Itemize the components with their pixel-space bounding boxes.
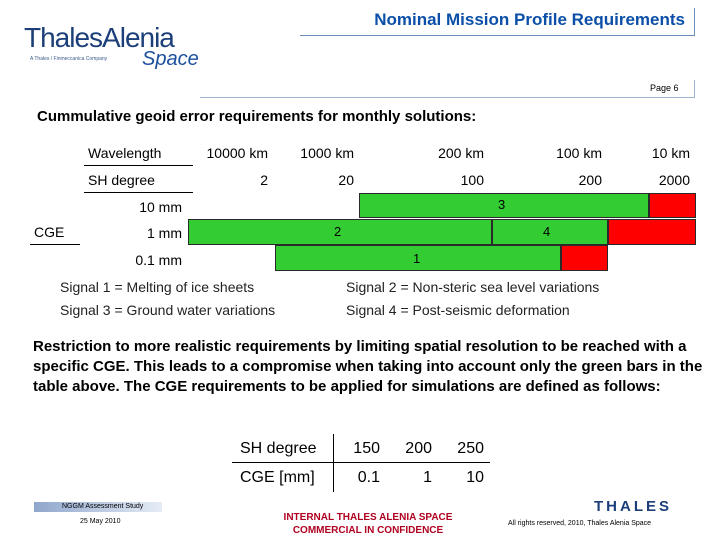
sh-value: 200	[405, 440, 432, 457]
bar-red-0-1mm	[561, 245, 608, 271]
footer-study: NGGM Assessment Study	[62, 503, 144, 510]
bar-label-2: 2	[334, 224, 342, 239]
signal-1-legend: Signal 1 = Melting of ice sheets	[60, 279, 255, 295]
sh-degree-cell: 20	[338, 172, 354, 188]
footer-classification: INTERNAL THALES ALENIA SPACE COMMERCIAL …	[250, 511, 486, 537]
cge-value: 10	[466, 469, 484, 486]
sh-value: 150	[353, 440, 380, 457]
sh-value: 250	[457, 440, 484, 457]
signal-3-legend: Signal 3 = Ground water variations	[60, 302, 276, 318]
sh-degree-cell: 200	[578, 172, 602, 188]
bar-signal-2	[188, 219, 492, 245]
classification-line-1: INTERNAL THALES ALENIA SPACE	[283, 512, 453, 523]
signal-4-legend: Signal 4 = Post-seismic deformation	[346, 302, 570, 318]
row-divider	[84, 165, 193, 166]
section-heading: Cummulative geoid error requirements for…	[37, 108, 477, 125]
level-0-1mm: 0.1 mm	[135, 252, 182, 268]
page-number: Page 6	[650, 83, 679, 93]
footer-date: 25 May 2010	[80, 518, 121, 525]
logo-space: Space	[142, 48, 199, 70]
wavelength-cell: 200 km	[438, 145, 484, 161]
slide-title: Nominal Mission Profile Requirements	[374, 10, 685, 29]
bar-label-1: 1	[413, 251, 421, 266]
classification-line-2: COMMERCIAL IN CONFIDENCE	[292, 525, 444, 536]
header-divider	[300, 35, 695, 36]
level-10mm: 10 mm	[139, 199, 182, 215]
bar-signal-4	[492, 219, 608, 245]
bar-red-1mm	[608, 219, 696, 245]
bar-label-4: 4	[543, 224, 551, 239]
cge-value: 0.1	[357, 469, 380, 486]
sh-degree-cell: 2000	[658, 172, 690, 188]
sh-degree-cell: 2	[260, 172, 268, 188]
bar-label-3: 3	[498, 197, 506, 212]
cge-mm-label: CGE [mm]	[240, 469, 315, 486]
sh-degree-cell: 100	[460, 172, 484, 188]
page-divider-vertical	[694, 80, 695, 97]
row-divider	[84, 192, 193, 193]
wavelength-cell: 10000 km	[206, 145, 268, 161]
page-divider	[200, 97, 695, 98]
table2-col-divider	[333, 434, 334, 492]
cge-underline	[30, 244, 80, 245]
row-label-sh-degree: SH degree	[88, 172, 155, 188]
explanation-paragraph: Restriction to more realistic requiremen…	[33, 338, 703, 395]
wavelength-cell: 10 km	[651, 145, 690, 161]
footer-study-bar	[34, 502, 162, 512]
cge-label: CGE	[34, 224, 65, 240]
sh-degree-label: SH degree	[240, 440, 317, 457]
logo-tagline: A Thales / Finmeccanica Company	[30, 56, 108, 62]
table2-row-divider	[232, 462, 490, 463]
cge-value: 1	[423, 469, 432, 486]
signal-2-legend: Signal 2 = Non-steric sea level variatio…	[346, 279, 600, 295]
footer-rights: All rights reserved, 2010, Thales Alenia…	[508, 520, 652, 527]
row-label-wavelength: Wavelength	[88, 145, 162, 161]
header-divider-vertical	[694, 8, 695, 36]
wavelength-cell: 1000 km	[300, 145, 354, 161]
wavelength-cell: 100 km	[556, 145, 602, 161]
level-1mm: 1 mm	[147, 225, 182, 241]
bar-signal-1	[275, 245, 561, 271]
bar-red-10mm	[649, 193, 696, 218]
bar-signal-3	[359, 193, 649, 218]
thales-logo: THALES	[594, 498, 672, 515]
company-logo: ThalesAlenia	[24, 22, 175, 53]
